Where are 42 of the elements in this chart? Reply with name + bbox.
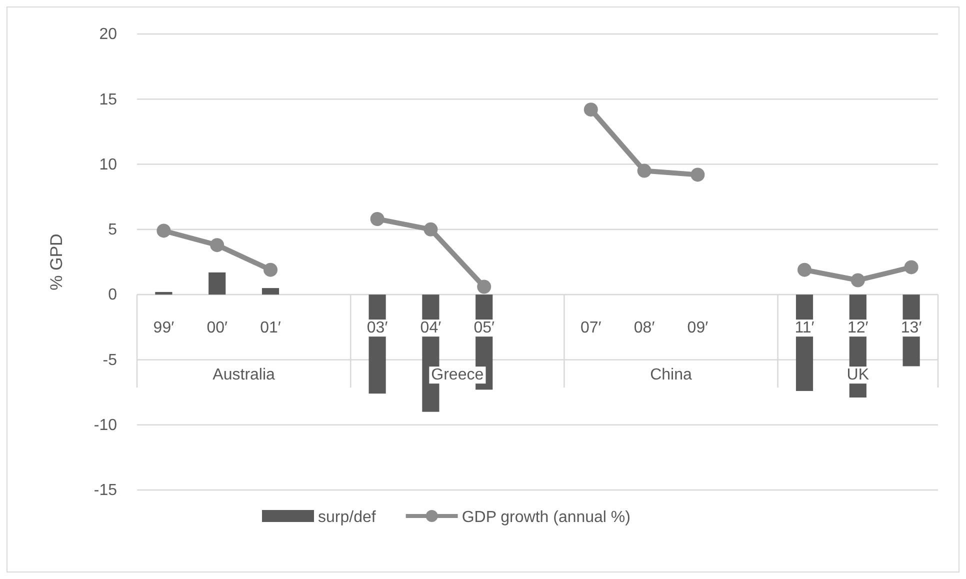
legend-label: GDP growth (annual %)	[462, 509, 630, 526]
x-tick-label: 99′	[153, 320, 174, 337]
y-tick-label: 10	[99, 156, 118, 174]
point	[584, 102, 598, 117]
point	[210, 238, 224, 252]
x-tick-label: 01′	[260, 320, 281, 337]
x-tick-label: 08′	[634, 320, 655, 337]
bar	[262, 288, 280, 295]
x-tick-label: 04′	[420, 320, 442, 337]
x-tick-label: 03′	[366, 320, 388, 337]
point	[264, 262, 278, 277]
point	[637, 164, 652, 178]
point	[156, 224, 171, 238]
point	[424, 222, 438, 236]
y-tick-label: -15	[94, 482, 118, 500]
point	[904, 260, 918, 274]
y-tick-label: -10	[94, 416, 118, 434]
x-tick-label: 05′	[474, 320, 494, 337]
y-tick-label: 15	[99, 91, 118, 108]
y-tick-label: 0	[108, 286, 118, 304]
point	[690, 168, 705, 182]
x-tick-label: 00′	[206, 320, 228, 337]
x-tick-label: 07′	[580, 320, 602, 337]
y-tick-label: -5	[102, 352, 118, 369]
bar	[155, 292, 172, 295]
bar	[208, 272, 226, 295]
x-tick-label: 11′	[794, 320, 814, 337]
point	[850, 273, 865, 288]
point	[477, 280, 492, 294]
x-tick-label: 13′	[900, 320, 922, 337]
point	[798, 262, 812, 277]
legend-label: surp/def	[318, 509, 376, 526]
annotation: China	[650, 366, 692, 384]
annotation: Australia	[212, 366, 276, 384]
y-tick-label: 20	[99, 26, 118, 44]
x-tick-label: 12′	[848, 320, 868, 337]
y-axis-title: % GPD	[47, 234, 66, 290]
y-tick-label: 5	[108, 222, 118, 239]
x-tick-label: 09′	[687, 320, 708, 337]
annotation: Greece	[431, 366, 484, 384]
point	[370, 212, 384, 226]
annotation: UK	[846, 366, 870, 384]
